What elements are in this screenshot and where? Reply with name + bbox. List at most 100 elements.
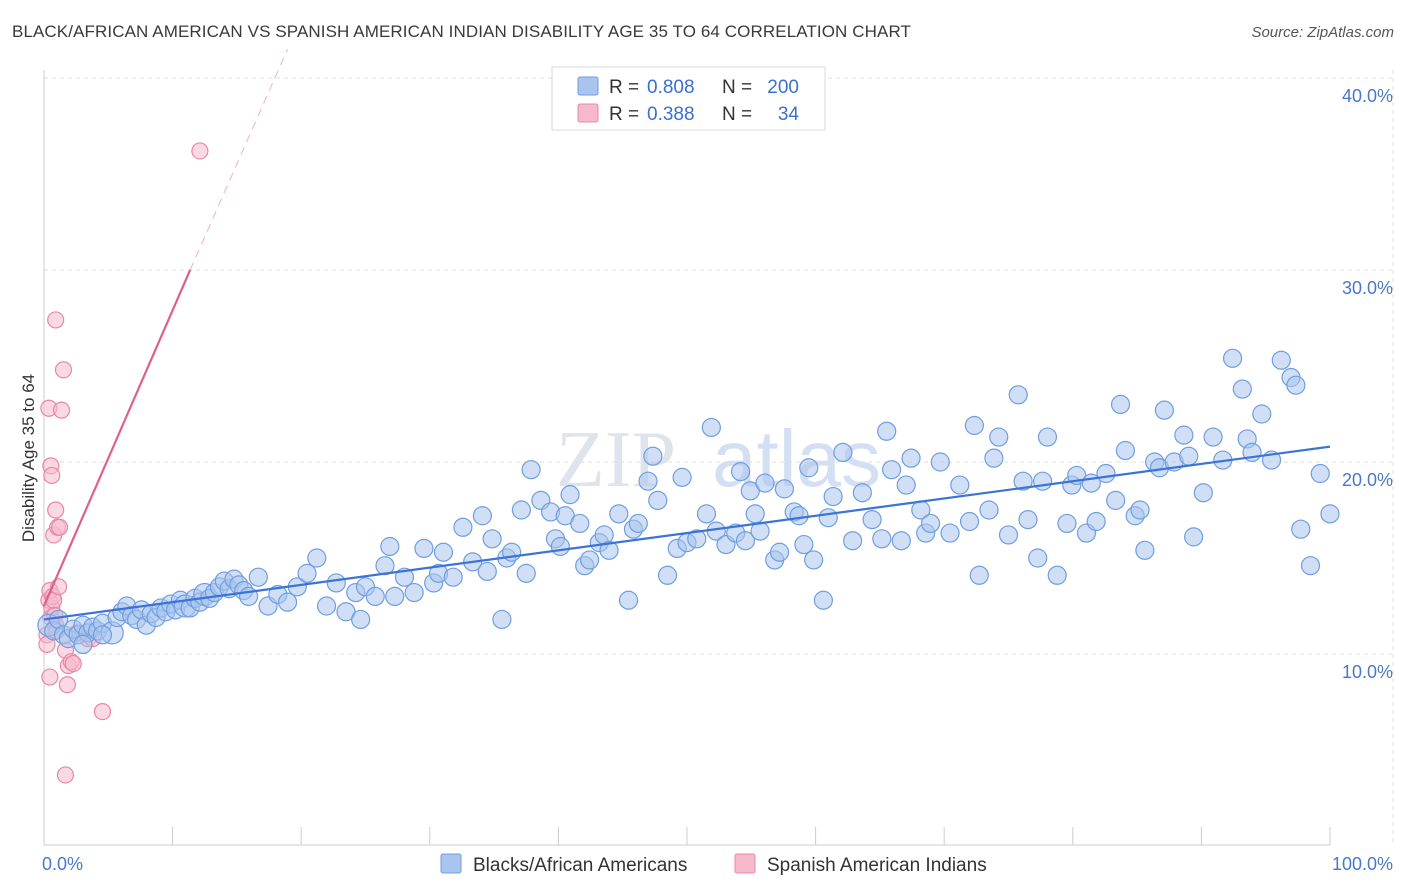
blue-point <box>482 529 502 549</box>
blue-point <box>1203 427 1223 447</box>
blue-point <box>1286 375 1306 395</box>
blue-point <box>755 473 775 493</box>
blue-point <box>813 590 833 610</box>
pink-trendline <box>42 269 192 607</box>
blue-point <box>1057 513 1077 534</box>
blue-point <box>823 486 843 507</box>
blue-point <box>277 592 298 612</box>
blue-point <box>1154 400 1174 420</box>
blue-point <box>550 536 570 557</box>
blue-point <box>730 462 751 482</box>
x-tick-label-1: 100.0% <box>1332 854 1393 874</box>
blue-point <box>1300 556 1321 576</box>
blue-point <box>443 567 463 587</box>
blue-point <box>618 590 639 610</box>
blue-point <box>930 452 950 472</box>
pink-point <box>47 311 65 329</box>
legend-n-label-blue: N = <box>722 77 752 98</box>
blue-point <box>1222 348 1243 368</box>
blue-point <box>1028 548 1048 568</box>
blue-point <box>901 448 921 468</box>
legend-n-value-pink: 34 <box>778 104 800 125</box>
blue-point <box>881 460 902 480</box>
blue-point <box>687 529 707 549</box>
blue-point <box>1047 565 1067 585</box>
blue-point <box>92 625 113 645</box>
blue-point <box>896 475 916 495</box>
blue-point <box>794 534 814 555</box>
blue-point <box>1037 427 1058 447</box>
blue-point <box>964 415 985 436</box>
blue-point <box>516 563 536 583</box>
blue-point <box>774 479 795 499</box>
blue-point <box>979 500 999 520</box>
blue-point <box>560 485 580 505</box>
blue-point <box>599 540 619 560</box>
blue-point <box>1135 540 1155 560</box>
blue-point <box>1184 527 1204 547</box>
blue-point <box>1179 446 1199 466</box>
bottom-legend: Blacks/African Americans Spanish America… <box>440 853 987 876</box>
blue-point <box>307 548 327 568</box>
blue-point <box>1018 509 1038 530</box>
pink-point <box>41 668 59 686</box>
blue-point <box>862 509 882 530</box>
legend-n-value-blue: 200 <box>767 77 799 98</box>
tick-labels: 10.0% 20.0% 30.0% 40.0% 0.0% 100.0% <box>42 86 1393 874</box>
pink-point <box>50 518 69 536</box>
legend-r-label-pink: R = <box>609 104 639 125</box>
blue-point <box>351 609 371 630</box>
pink-point <box>52 401 71 419</box>
blue-point <box>1096 463 1116 484</box>
blue-series-points <box>37 348 1340 655</box>
blue-point <box>657 565 678 585</box>
blue-point <box>852 483 872 503</box>
blue-point <box>492 609 512 630</box>
blue-point <box>1106 490 1126 510</box>
blue-point <box>804 550 824 570</box>
blue-point <box>433 542 454 562</box>
blue-point <box>998 525 1019 545</box>
blue-point <box>769 542 790 562</box>
blue-point <box>511 500 531 520</box>
legend: R = 0.808 N = 200 R = 0.388 N = 34 <box>551 66 826 131</box>
blue-point <box>1086 511 1106 532</box>
blue-point <box>380 536 400 557</box>
source-label: Source: ZipAtlas.com <box>1251 24 1394 41</box>
blue-point <box>1174 425 1194 445</box>
y-tick-label-2: 30.0% <box>1342 278 1393 298</box>
blue-point <box>672 467 692 487</box>
blue-point <box>1252 404 1272 424</box>
blue-point <box>877 421 897 441</box>
blue-point <box>1013 471 1033 491</box>
blue-point <box>891 531 911 551</box>
blue-point <box>1110 394 1131 414</box>
blue-point <box>365 586 385 607</box>
blue-point <box>1130 500 1150 520</box>
pink-point <box>58 676 76 694</box>
blue-point <box>579 550 600 570</box>
y-tick-label-3: 40.0% <box>1342 86 1393 106</box>
blue-point <box>984 448 1004 468</box>
pink-point <box>43 466 61 485</box>
blue-point <box>316 596 337 616</box>
blue-point <box>648 490 668 510</box>
legend-swatch-blue <box>577 76 599 96</box>
blue-point <box>414 538 434 559</box>
blue-point <box>521 460 541 480</box>
blue-point <box>745 504 765 524</box>
trendlines <box>42 48 1331 621</box>
blue-point <box>643 446 663 466</box>
legend-r-value-pink: 0.388 <box>647 104 695 125</box>
blue-point <box>1310 463 1330 484</box>
blue-point <box>73 634 93 655</box>
bottom-legend-label-blue: Blacks/African Americans <box>473 855 687 876</box>
blue-point <box>1291 519 1311 539</box>
blue-point <box>959 511 980 532</box>
blue-point <box>1232 379 1252 399</box>
blue-point <box>872 529 892 549</box>
axes <box>43 70 1331 846</box>
legend-swatch-pink <box>577 103 599 123</box>
blue-point <box>326 573 346 593</box>
